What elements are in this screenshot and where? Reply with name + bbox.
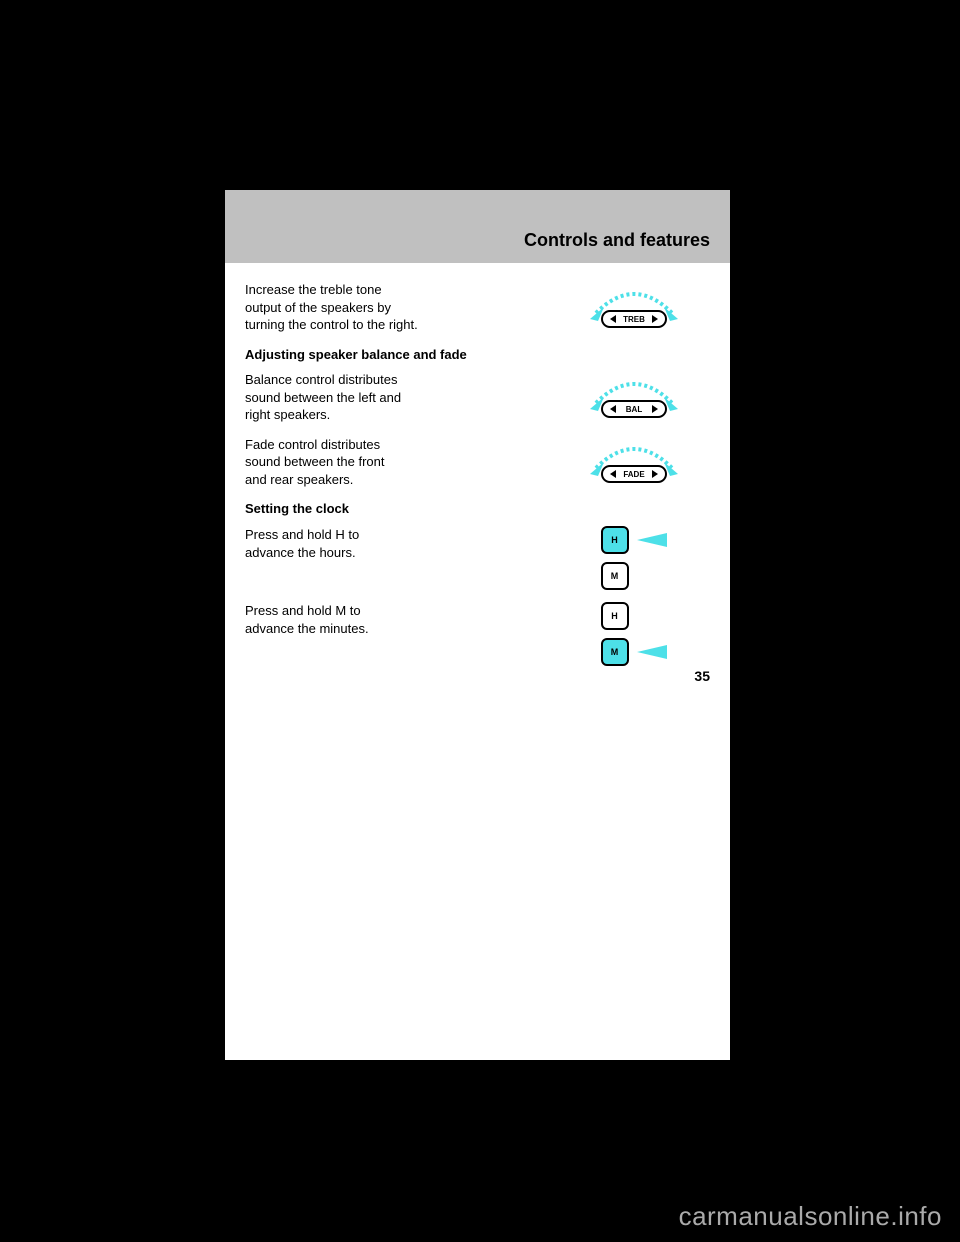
treb-label: TREB: [623, 315, 645, 324]
minute-line2: advance the minutes.: [245, 621, 369, 636]
treble-line1: Increase the treble tone: [245, 282, 382, 297]
arrow-left-icon: [637, 645, 667, 659]
hour-section: Press and hold H to advance the hours. H…: [245, 526, 710, 590]
hour-line2: advance the hours.: [245, 545, 356, 560]
fade-diagram: FADE: [545, 436, 710, 486]
clock-heading: Setting the clock: [245, 500, 710, 518]
treble-line3: turning the control to the right.: [245, 317, 418, 332]
treble-section: Increase the treble tone output of the s…: [245, 281, 710, 334]
hour-text: Press and hold H to advance the hours.: [245, 526, 545, 561]
fade-label: FADE: [623, 470, 645, 479]
fade-line2: sound between the front: [245, 454, 385, 469]
minute-text: Press and hold M to advance the minutes.: [245, 602, 545, 637]
arrow-left-icon: [637, 533, 667, 547]
fade-rocker-icon: FADE: [584, 436, 684, 486]
fade-line1: Fade control distributes: [245, 437, 380, 452]
page-header: Controls and features: [225, 190, 730, 263]
fade-line3: and rear speakers.: [245, 472, 353, 487]
minute-diagram: H M: [545, 602, 710, 666]
hour-diagram: H M: [545, 526, 710, 590]
bal-line2: sound between the left and: [245, 390, 401, 405]
balance-diagram: BAL: [545, 371, 710, 421]
manual-page: Controls and features Increase the trebl…: [225, 190, 730, 1060]
bal-rocker-icon: BAL: [584, 371, 684, 421]
treb-rocker-icon: TREB: [584, 281, 684, 331]
treble-line2: output of the speakers by: [245, 300, 391, 315]
treble-text: Increase the treble tone output of the s…: [245, 281, 545, 334]
watermark: carmanualsonline.info: [679, 1201, 942, 1232]
minute-button-highlighted: M: [601, 638, 629, 666]
minute-section: Press and hold M to advance the minutes.…: [245, 602, 710, 666]
hour-button-plain: H: [601, 602, 629, 630]
balfade-heading: Adjusting speaker balance and fade: [245, 346, 710, 364]
hour-button-highlighted: H: [601, 526, 629, 554]
treble-diagram: TREB: [545, 281, 710, 331]
bal-line1: Balance control distributes: [245, 372, 397, 387]
page-content: Increase the treble tone output of the s…: [225, 263, 730, 696]
fade-text: Fade control distributes sound between t…: [245, 436, 545, 489]
balance-text: Balance control distributes sound betwee…: [245, 371, 545, 424]
minute-line1: Press and hold M to: [245, 603, 361, 618]
bal-line3: right speakers.: [245, 407, 330, 422]
minute-button-plain: M: [601, 562, 629, 590]
fade-section: Fade control distributes sound between t…: [245, 436, 710, 489]
page-number: 35: [694, 668, 710, 684]
header-title: Controls and features: [245, 230, 710, 251]
bal-label: BAL: [625, 405, 642, 414]
hour-line1: Press and hold H to: [245, 527, 359, 542]
balance-section: Balance control distributes sound betwee…: [245, 371, 710, 424]
